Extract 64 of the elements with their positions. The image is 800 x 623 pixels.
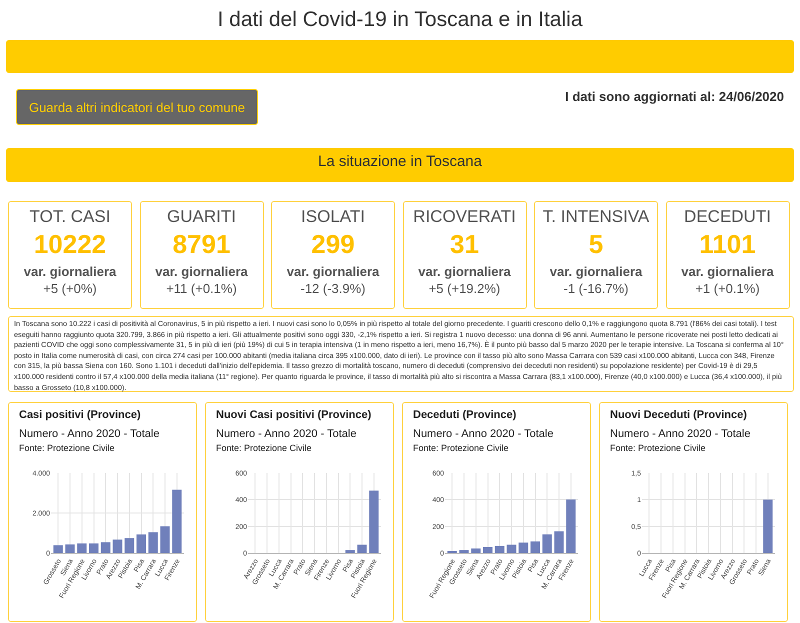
bar xyxy=(124,538,134,553)
text: +5 (+19.2%) xyxy=(428,281,502,296)
source-note: Fonte: Protezione Civile xyxy=(413,443,509,453)
text: -12 (-3.9%) xyxy=(299,281,367,296)
source-note: Fonte: Protezione Civile xyxy=(19,443,115,453)
text: 8791 xyxy=(172,229,232,260)
bar xyxy=(518,542,528,553)
text: -1 (-16.7%) xyxy=(562,281,630,296)
chart-subtitle: Numero - Anno 2020 - Totale xyxy=(413,428,554,440)
text: I dati del Covid-19 in Toscana e in Italia xyxy=(216,8,584,32)
chart-subtitle: Numero - Anno 2020 - Totale xyxy=(19,428,160,440)
chart-title: Nuovi Casi positivi (Province) xyxy=(216,409,372,421)
text: var. giornaliera xyxy=(417,264,512,279)
text: +5 (+0%) xyxy=(42,281,98,296)
bar xyxy=(554,531,564,553)
text: Guarda altri indicatori del tuo comune xyxy=(16,89,258,125)
bar xyxy=(136,534,146,553)
bar xyxy=(172,490,182,553)
chart-title: Nuovi Deceduti (Province) xyxy=(610,409,747,421)
text: GUARITI xyxy=(166,207,237,227)
bar xyxy=(506,544,516,553)
text: var. giornaliera xyxy=(286,264,380,279)
chart-subtitle: Numero - Anno 2020 - Totale xyxy=(610,428,750,440)
text: RICOVERATI xyxy=(412,207,517,227)
bar xyxy=(148,532,158,553)
bar xyxy=(100,542,110,553)
bar xyxy=(160,526,170,553)
source-note: Fonte: Protezione Civile xyxy=(610,443,706,453)
bar xyxy=(530,541,540,553)
text: var. giornaliera xyxy=(680,264,775,279)
text: +11 (+0.1%) xyxy=(165,281,238,296)
text: TOT. CASI xyxy=(28,207,112,227)
text: 31 xyxy=(449,229,480,260)
text: +1 (+0.1%) xyxy=(694,281,761,296)
bar xyxy=(483,547,492,553)
text: var. giornaliera xyxy=(22,264,118,279)
source-note: Fonte: Protezione Civile xyxy=(216,443,312,453)
text: var. giornaliera xyxy=(154,264,249,279)
text: ISOLATI xyxy=(300,207,366,227)
chart-subtitle: Numero - Anno 2020 - Totale xyxy=(216,428,356,440)
text: 5 xyxy=(588,229,604,260)
bar xyxy=(566,500,576,553)
bar xyxy=(112,540,122,553)
text: var. giornaliera xyxy=(548,264,644,279)
text: 1101 xyxy=(698,229,757,260)
bar xyxy=(542,534,552,553)
bar xyxy=(77,543,87,553)
chart-title: Deceduti (Province) xyxy=(413,409,516,421)
text: La situazione in Toscana xyxy=(6,148,794,182)
text: 299 xyxy=(310,229,356,260)
bar xyxy=(89,543,98,553)
bar xyxy=(345,550,355,553)
bar xyxy=(65,544,75,553)
bar xyxy=(494,546,504,553)
bar xyxy=(357,544,367,553)
bar xyxy=(53,545,63,553)
bar xyxy=(459,550,469,553)
chart-title: Casi positivi (Province) xyxy=(19,409,141,421)
bar xyxy=(369,490,379,553)
text: T. INTENSIVA xyxy=(542,207,650,227)
text: DECEDUTI xyxy=(683,207,772,227)
bar xyxy=(471,548,481,553)
text: 10222 xyxy=(32,229,108,260)
text: I dati sono aggiornati al: 24/06/2020 xyxy=(565,89,784,104)
